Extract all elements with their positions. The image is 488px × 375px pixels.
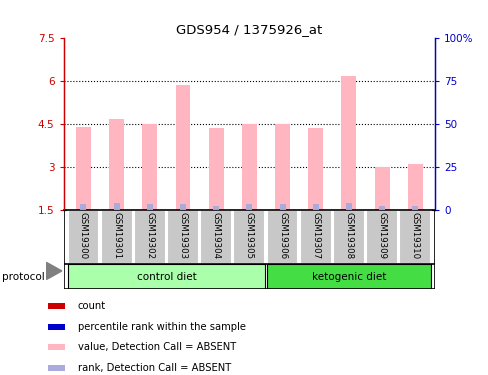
Bar [109,120,124,210]
Bar [279,204,285,210]
Bar [307,128,323,210]
Text: ketogenic diet: ketogenic diet [311,272,386,282]
Bar [345,203,351,210]
Bar [411,206,417,210]
Text: rank, Detection Call = ABSENT: rank, Detection Call = ABSENT [78,363,230,373]
Text: value, Detection Call = ABSENT: value, Detection Call = ABSENT [78,342,235,352]
Bar [233,210,265,264]
Bar [374,167,389,210]
Bar [407,164,422,210]
Bar [81,204,86,210]
Text: GSM19300: GSM19300 [79,211,88,259]
Bar [167,210,199,264]
Bar [180,204,185,210]
Bar [266,264,430,289]
Text: GSM19309: GSM19309 [377,211,386,259]
Bar [275,124,289,210]
Bar [113,203,120,210]
Bar [134,210,165,264]
Text: GSM19303: GSM19303 [178,211,187,259]
Bar [312,204,318,210]
Text: percentile rank within the sample: percentile rank within the sample [78,322,245,332]
Bar [366,210,397,264]
Bar [67,264,265,289]
Title: GDS954 / 1375926_at: GDS954 / 1375926_at [176,23,322,36]
Bar [242,124,256,210]
Bar [378,206,385,210]
Bar [341,76,356,210]
Bar [142,124,157,210]
Bar [146,204,153,210]
Text: count: count [78,301,105,311]
Bar [67,210,99,264]
Text: GSM19310: GSM19310 [410,211,419,259]
Bar [48,344,65,350]
Text: GSM19307: GSM19307 [311,211,320,259]
Bar [101,210,132,264]
Text: GSM19301: GSM19301 [112,211,121,259]
Bar [213,206,219,210]
Bar [246,204,252,210]
Bar [399,210,430,264]
Text: protocol: protocol [2,272,45,282]
Bar [332,210,364,264]
Bar [175,85,190,210]
Bar [48,324,65,330]
Polygon shape [46,262,61,279]
Text: control diet: control diet [136,272,196,282]
Bar [200,210,232,264]
Bar [266,210,298,264]
Text: GSM19304: GSM19304 [211,211,220,259]
Bar [48,365,65,371]
Text: GSM19302: GSM19302 [145,211,154,259]
Text: GSM19308: GSM19308 [344,211,353,259]
Bar [76,127,91,210]
Text: GSM19305: GSM19305 [244,211,253,259]
Bar [299,210,331,264]
Bar [208,128,223,210]
Bar [48,303,65,309]
Text: GSM19306: GSM19306 [278,211,286,259]
